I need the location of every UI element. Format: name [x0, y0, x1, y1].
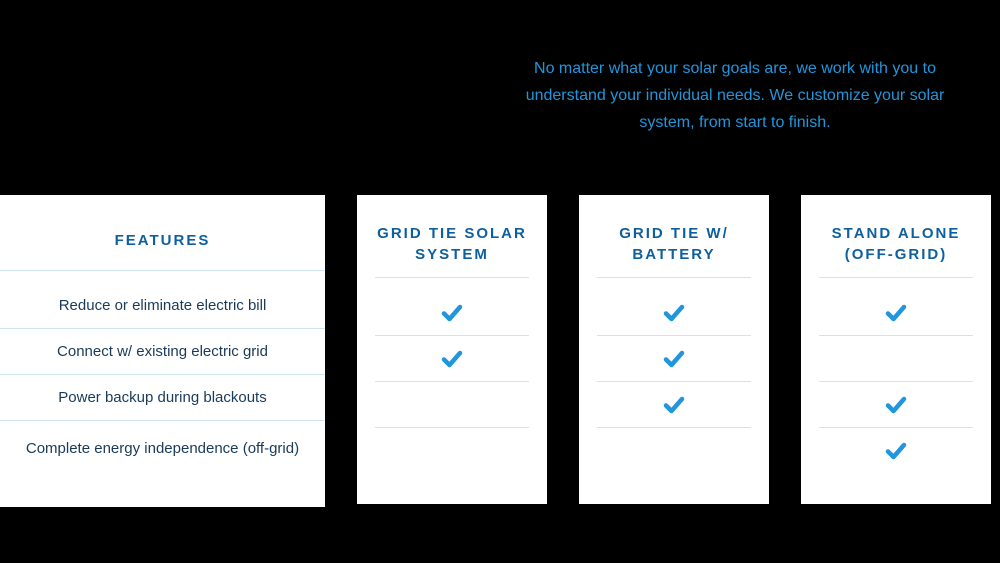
- plan-cell: [819, 336, 973, 382]
- comparison-table: FEATURES Reduce or eliminate electric bi…: [0, 195, 1000, 507]
- plan-cell: [375, 428, 529, 474]
- features-column: FEATURES Reduce or eliminate electric bi…: [0, 195, 325, 507]
- plan-cell: [375, 290, 529, 336]
- check-icon: [882, 301, 910, 325]
- plan-cell: [597, 290, 751, 336]
- plan-heading: STAND ALONE (OFF-GRID): [819, 223, 973, 278]
- plan-cell: [597, 382, 751, 428]
- plan-cell: [375, 382, 529, 428]
- feature-label: Reduce or eliminate electric bill: [59, 296, 267, 316]
- check-icon: [882, 439, 910, 463]
- intro-text: No matter what your solar goals are, we …: [520, 55, 950, 137]
- plan-column-grid-tie-battery: GRID TIE W/ BATTERY: [579, 195, 769, 504]
- plan-cell: [597, 428, 751, 474]
- plan-cell: [375, 336, 529, 382]
- plan-heading: GRID TIE SOLAR SYSTEM: [375, 223, 529, 278]
- plan-cell: [819, 290, 973, 336]
- feature-row: Power backup during blackouts: [0, 375, 325, 421]
- check-icon: [438, 347, 466, 371]
- plan-cell: [819, 428, 973, 474]
- features-heading: FEATURES: [0, 223, 325, 271]
- plan-cell: [819, 382, 973, 428]
- feature-row: Complete energy independence (off-grid): [0, 421, 325, 477]
- check-icon: [660, 393, 688, 417]
- feature-row: Connect w/ existing electric grid: [0, 329, 325, 375]
- feature-label: Connect w/ existing electric grid: [57, 342, 268, 362]
- check-icon: [660, 347, 688, 371]
- check-icon: [882, 393, 910, 417]
- plan-column-stand-alone: STAND ALONE (OFF-GRID): [801, 195, 991, 504]
- feature-label: Complete energy independence (off-grid): [26, 439, 299, 459]
- check-icon: [660, 301, 688, 325]
- feature-label: Power backup during blackouts: [58, 388, 266, 408]
- check-icon: [438, 301, 466, 325]
- feature-row: Reduce or eliminate electric bill: [0, 283, 325, 329]
- plan-heading: GRID TIE W/ BATTERY: [597, 223, 751, 278]
- plan-column-grid-tie: GRID TIE SOLAR SYSTEM: [357, 195, 547, 504]
- plan-cell: [597, 336, 751, 382]
